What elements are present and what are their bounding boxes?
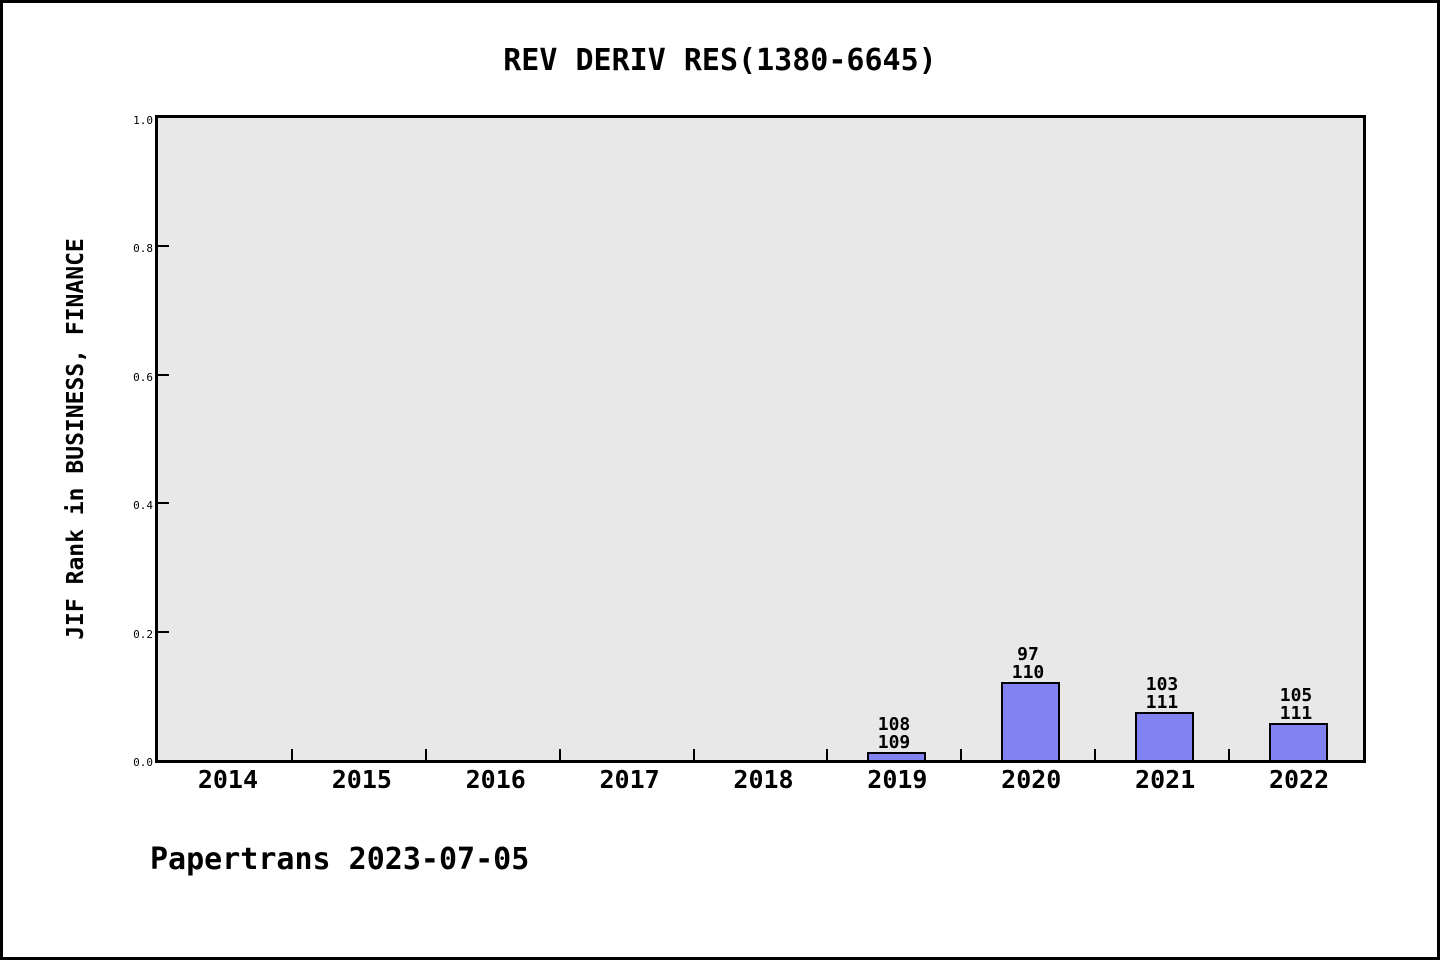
bar-total-value: 111 — [1145, 692, 1179, 713]
x-axis-tick — [424, 749, 427, 760]
x-axis-tick — [558, 749, 561, 760]
bar-rank-value: 103 — [1145, 674, 1179, 695]
x-category-label: 2014 — [197, 765, 259, 794]
bar-value-label-2022: 105 111 — [1236, 687, 1356, 723]
bar-2021 — [1135, 712, 1194, 760]
y-tick-label: 0.8 — [133, 242, 153, 256]
chart-title: REV DERIV RES(1380-6645) — [503, 43, 937, 78]
x-axis-tick — [692, 749, 695, 760]
bar-rank-value: 108 — [877, 714, 911, 735]
x-axis-tick — [290, 749, 293, 760]
footer-credit: Papertrans 2023-07-05 — [150, 842, 530, 877]
y-tick-label: 0.4 — [133, 499, 153, 513]
y-axis-tick — [158, 502, 169, 505]
x-axis-tick — [960, 749, 963, 760]
y-tick-label: 1.0 — [133, 114, 153, 127]
bar-value-label-2019: 108 109 — [834, 716, 954, 752]
y-tick-label: 0.6 — [133, 370, 153, 384]
bar-total-value: 110 — [1011, 662, 1045, 683]
bar-total-value: 109 — [877, 732, 911, 753]
x-axis-tick — [1228, 749, 1231, 760]
y-axis-tick — [158, 245, 169, 248]
bar-value-label-2021: 103 111 — [1102, 676, 1222, 712]
bar-rank-value: 105 — [1279, 685, 1313, 706]
y-tick-label: 0.0 — [133, 756, 153, 769]
x-category-label: 2016 — [465, 765, 526, 794]
x-category-label: 2018 — [733, 765, 794, 794]
x-category-label: 2020 — [1001, 765, 1062, 794]
bar-2022 — [1269, 723, 1328, 760]
y-axis-tick — [158, 630, 169, 633]
y-tick-label: 0.2 — [133, 627, 153, 641]
bar-2019 — [867, 752, 926, 760]
x-category-label: 2017 — [599, 765, 660, 794]
x-category-label: 2022 — [1268, 765, 1330, 794]
bar-2020 — [1001, 682, 1060, 760]
bar-rank-value: 97 — [1017, 644, 1039, 665]
x-category-label: 2015 — [331, 765, 392, 794]
x-category-label: 2019 — [867, 765, 928, 794]
y-axis-label: JIF Rank in BUSINESS, FINANCE — [63, 238, 89, 640]
plot-area: 108 109 97 110 103 111 105 111 — [155, 115, 1366, 763]
x-axis-tick — [826, 749, 829, 760]
x-axis-tick — [1094, 749, 1097, 760]
bar-value-label-2020: 97 110 — [968, 646, 1088, 682]
bar-total-value: 111 — [1279, 703, 1313, 724]
x-category-label: 2021 — [1135, 765, 1196, 794]
y-axis-tick — [158, 373, 169, 376]
